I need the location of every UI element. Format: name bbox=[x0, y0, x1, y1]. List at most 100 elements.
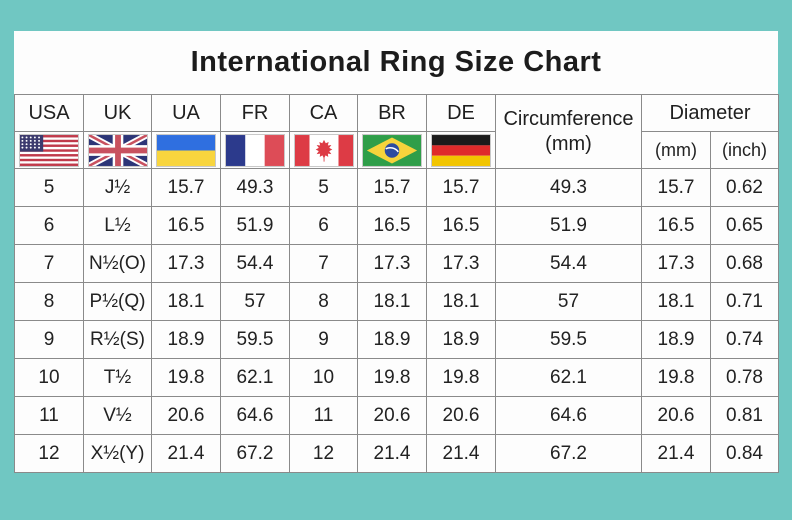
cell-diameter-inch: 0.65 bbox=[709, 206, 780, 245]
table-row: 6 L½ 16.5 51.9 6 16.5 16.5 51.9 16.5 0.6… bbox=[14, 206, 780, 245]
diameter-mm-subheader: (mm) bbox=[641, 131, 711, 169]
table-row: 8 P½(Q) 18.1 57 8 18.1 18.1 57 18.1 0.71 bbox=[14, 282, 780, 321]
table-row: 9 R½(S) 18.9 59.5 9 18.9 18.9 59.5 18.9 … bbox=[14, 320, 780, 359]
cell-de: 20.6 bbox=[426, 396, 496, 435]
cell-usa: 6 bbox=[14, 206, 84, 245]
cell-br: 20.6 bbox=[357, 396, 427, 435]
cell-diameter-inch: 0.78 bbox=[709, 358, 780, 397]
ukraine-flag-icon bbox=[156, 133, 216, 167]
cell-ua: 16.5 bbox=[151, 206, 221, 245]
uk-flag-cell bbox=[83, 131, 152, 169]
cell-de: 15.7 bbox=[426, 168, 496, 207]
cell-br: 18.9 bbox=[357, 320, 427, 359]
cell-circumference: 54.4 bbox=[495, 244, 642, 283]
cell-uk: L½ bbox=[83, 206, 152, 245]
cell-br: 17.3 bbox=[357, 244, 427, 283]
cell-uk: P½(Q) bbox=[83, 282, 152, 321]
cell-ca: 6 bbox=[289, 206, 358, 245]
cell-uk: T½ bbox=[83, 358, 152, 397]
cell-br: 18.1 bbox=[357, 282, 427, 321]
cell-diameter-mm: 21.4 bbox=[641, 434, 711, 473]
col-header-ca: CA bbox=[289, 94, 358, 132]
cell-ua: 20.6 bbox=[151, 396, 221, 435]
cell-fr: 59.5 bbox=[220, 320, 290, 359]
col-header-usa: USA bbox=[14, 94, 84, 132]
cell-de: 16.5 bbox=[426, 206, 496, 245]
cell-br: 15.7 bbox=[357, 168, 427, 207]
cell-diameter-inch: 0.74 bbox=[709, 320, 780, 359]
cell-ca: 10 bbox=[289, 358, 358, 397]
cell-circumference: 62.1 bbox=[495, 358, 642, 397]
col-header-circumference: Circumference (mm) bbox=[495, 94, 642, 169]
cell-diameter-inch: 0.84 bbox=[709, 434, 780, 473]
ring-size-chart: International Ring Size Chart USA UK UA … bbox=[14, 31, 780, 473]
flag-row: (mm) (inch) bbox=[14, 131, 780, 169]
cell-uk: N½(O) bbox=[83, 244, 152, 283]
cell-diameter-mm: 15.7 bbox=[641, 168, 711, 207]
cell-de: 17.3 bbox=[426, 244, 496, 283]
cell-ua: 17.3 bbox=[151, 244, 221, 283]
cell-fr: 49.3 bbox=[220, 168, 290, 207]
col-header-uk: UK bbox=[83, 94, 152, 132]
cell-usa: 5 bbox=[14, 168, 84, 207]
cell-ca: 9 bbox=[289, 320, 358, 359]
cell-diameter-mm: 16.5 bbox=[641, 206, 711, 245]
uk-flag-icon bbox=[87, 133, 148, 167]
diameter-inch-subheader: (inch) bbox=[709, 131, 780, 169]
france-flag-icon bbox=[225, 133, 285, 167]
cell-uk: R½(S) bbox=[83, 320, 152, 359]
ukraine-flag-cell bbox=[151, 131, 221, 169]
cell-diameter-inch: 0.62 bbox=[709, 168, 780, 207]
table-row: 10 T½ 19.8 62.1 10 19.8 19.8 62.1 19.8 0… bbox=[14, 358, 780, 397]
col-header-fr: FR bbox=[220, 94, 290, 132]
cell-circumference: 64.6 bbox=[495, 396, 642, 435]
france-flag-cell bbox=[220, 131, 290, 169]
cell-diameter-inch: 0.81 bbox=[709, 396, 780, 435]
cell-usa: 10 bbox=[14, 358, 84, 397]
cell-diameter-mm: 20.6 bbox=[641, 396, 711, 435]
cell-fr: 57 bbox=[220, 282, 290, 321]
cell-ca: 11 bbox=[289, 396, 358, 435]
cell-uk: X½(Y) bbox=[83, 434, 152, 473]
canada-flag-icon bbox=[293, 133, 354, 167]
brazil-flag-cell bbox=[357, 131, 427, 169]
cell-circumference: 51.9 bbox=[495, 206, 642, 245]
cell-diameter-mm: 18.1 bbox=[641, 282, 711, 321]
germany-flag-cell bbox=[426, 131, 496, 169]
circumference-unit: (mm) bbox=[545, 132, 592, 155]
cell-br: 19.8 bbox=[357, 358, 427, 397]
cell-usa: 7 bbox=[14, 244, 84, 283]
cell-diameter-mm: 19.8 bbox=[641, 358, 711, 397]
cell-usa: 9 bbox=[14, 320, 84, 359]
cell-ua: 18.1 bbox=[151, 282, 221, 321]
country-code-header-row: USA UK UA FR CA BR DE Circumference (mm)… bbox=[14, 94, 780, 169]
cell-ua: 15.7 bbox=[151, 168, 221, 207]
col-header-ua: UA bbox=[151, 94, 221, 132]
table-row: 5 J½ 15.7 49.3 5 15.7 15.7 49.3 15.7 0.6… bbox=[14, 168, 780, 207]
cell-usa: 8 bbox=[14, 282, 84, 321]
canada-flag-cell bbox=[289, 131, 358, 169]
germany-flag-icon bbox=[431, 133, 491, 167]
cell-usa: 11 bbox=[14, 396, 84, 435]
cell-ua: 21.4 bbox=[151, 434, 221, 473]
cell-circumference: 57 bbox=[495, 282, 642, 321]
table-row: 11 V½ 20.6 64.6 11 20.6 20.6 64.6 20.6 0… bbox=[14, 396, 780, 435]
cell-diameter-mm: 18.9 bbox=[641, 320, 711, 359]
table-row: 12 X½(Y) 21.4 67.2 12 21.4 21.4 67.2 21.… bbox=[14, 434, 780, 473]
cell-de: 18.9 bbox=[426, 320, 496, 359]
circumference-label: Circumference bbox=[503, 107, 634, 130]
cell-circumference: 59.5 bbox=[495, 320, 642, 359]
cell-diameter-inch: 0.68 bbox=[709, 244, 780, 283]
cell-circumference: 49.3 bbox=[495, 168, 642, 207]
cell-fr: 67.2 bbox=[220, 434, 290, 473]
page-title: International Ring Size Chart bbox=[190, 46, 602, 78]
cell-br: 21.4 bbox=[357, 434, 427, 473]
cell-br: 16.5 bbox=[357, 206, 427, 245]
cell-diameter-inch: 0.71 bbox=[709, 282, 780, 321]
cell-ua: 18.9 bbox=[151, 320, 221, 359]
cell-fr: 62.1 bbox=[220, 358, 290, 397]
cell-uk: J½ bbox=[83, 168, 152, 207]
cell-de: 18.1 bbox=[426, 282, 496, 321]
cell-ca: 7 bbox=[289, 244, 358, 283]
col-header-br: BR bbox=[357, 94, 427, 132]
